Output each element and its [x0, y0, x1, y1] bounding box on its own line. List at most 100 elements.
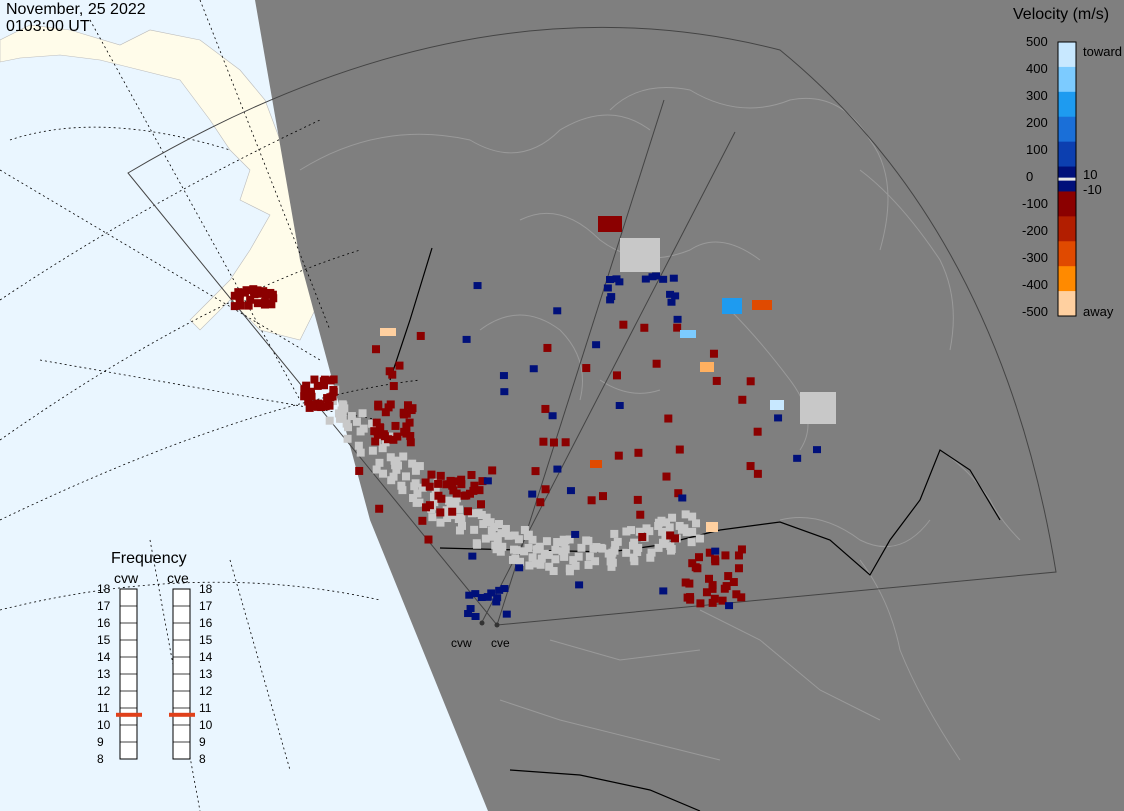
scatter-cell — [722, 298, 742, 314]
scatter-cell — [300, 392, 309, 401]
scatter-cell — [510, 531, 519, 540]
scatter-cell — [682, 528, 691, 537]
scatter-cell — [537, 554, 546, 563]
scatter-cell — [483, 593, 492, 601]
scatter-cell — [646, 553, 655, 562]
scatter-cell — [375, 504, 384, 513]
scatter-cell — [664, 414, 673, 423]
scatter-cell — [395, 361, 404, 370]
scatter-cell — [242, 286, 251, 295]
scatter-cell — [230, 302, 239, 311]
scatter-cell — [608, 558, 617, 567]
scatter-cell — [320, 381, 329, 390]
scatter-cell — [413, 489, 422, 498]
scatter-cell — [534, 544, 543, 553]
scatter-cell — [529, 365, 538, 373]
scatter-cell — [614, 451, 623, 460]
frequency-scale-label: 18 — [199, 582, 213, 596]
scatter-cell — [582, 364, 591, 373]
geographic-grid — [0, 0, 421, 811]
scatter-cell — [338, 414, 347, 423]
scatter-cell — [477, 594, 486, 602]
scatter-cell — [560, 538, 569, 547]
scatter-cell — [688, 512, 697, 521]
scatter-cell — [544, 550, 553, 559]
scatter-cell — [561, 438, 570, 447]
scatter-cell — [622, 527, 631, 536]
scatter-cell — [724, 572, 733, 581]
scatter-cell — [615, 278, 624, 286]
scatter-cell — [732, 590, 741, 599]
scatter-cell — [473, 282, 482, 290]
toward-label: toward — [1083, 44, 1123, 59]
scatter-cell — [598, 492, 607, 501]
colorbar-segment — [1058, 291, 1076, 317]
scatter-cell — [406, 432, 415, 441]
scatter-cell — [392, 456, 401, 465]
colorbar-tick-label: 0 — [1026, 169, 1034, 184]
scatter-cell — [721, 551, 730, 560]
scatter-cell — [729, 578, 738, 587]
scatter-cell — [520, 547, 529, 556]
scatter-cell — [402, 409, 411, 418]
date-label: November, 25 2022 — [6, 1, 146, 18]
frequency-scale-label: 17 — [97, 599, 111, 613]
away-label: away — [1083, 304, 1114, 319]
scatter-cell — [545, 562, 554, 571]
scatter-cell — [700, 362, 714, 372]
scatter-cell — [268, 290, 277, 299]
scatter-cell — [610, 546, 619, 555]
scatter-cell — [464, 610, 473, 618]
scatter-cell — [497, 529, 506, 538]
scatter-cell — [606, 276, 615, 284]
scatter-cell — [520, 525, 529, 534]
scatter-cell — [585, 552, 594, 561]
scatter-cell — [640, 323, 649, 332]
scatter-cell — [571, 530, 580, 538]
scatter-cell — [471, 590, 480, 598]
colorbar-segment — [1058, 42, 1076, 68]
scatter-cell — [380, 432, 389, 441]
scatter-cell — [427, 470, 436, 479]
scatter-cell — [635, 527, 644, 536]
scatter-cell — [512, 546, 521, 555]
scatter-cell — [720, 584, 729, 593]
scatter-cell — [460, 491, 469, 500]
scatter-cell — [428, 513, 437, 522]
frequency-scale-label: 14 — [199, 650, 213, 664]
scatter-cell — [455, 526, 464, 535]
scatter-cell — [528, 535, 537, 544]
scatter-cell — [470, 525, 479, 534]
scatter-cell — [667, 298, 676, 306]
scatter-cell — [370, 427, 379, 436]
scatter-cell — [328, 392, 337, 401]
scatter-cell — [391, 421, 400, 430]
scatter-cell — [488, 466, 497, 475]
scatter-cell — [692, 519, 701, 528]
frequency-scale-label: 16 — [97, 616, 111, 630]
scatter-cell — [734, 564, 743, 573]
scatter-cell — [641, 275, 650, 283]
colorbar-segment — [1058, 216, 1076, 242]
scatter-cell — [677, 525, 686, 534]
scatter-cell — [442, 480, 451, 489]
frequency-scale-label: 12 — [199, 684, 213, 698]
scatter-cell — [352, 417, 361, 426]
scatter-cell — [528, 553, 537, 562]
scatter-cell — [467, 470, 476, 479]
scatter-cell — [665, 523, 674, 532]
scatter-cell — [376, 423, 385, 432]
scatter-cell — [604, 549, 613, 558]
scatter-cell — [709, 349, 718, 358]
scatter-cell — [553, 465, 562, 473]
scatter-cell — [574, 552, 583, 561]
scatter-cell — [300, 385, 309, 394]
scatter-cell — [408, 459, 417, 468]
scatter-cell — [457, 475, 466, 484]
scatter-cell — [654, 543, 663, 552]
scatter-cell — [633, 547, 642, 556]
colorbar-segment — [1058, 141, 1076, 168]
scatter-cell — [486, 518, 495, 527]
scatter-cell — [696, 599, 705, 608]
scatter-cell — [571, 561, 580, 570]
